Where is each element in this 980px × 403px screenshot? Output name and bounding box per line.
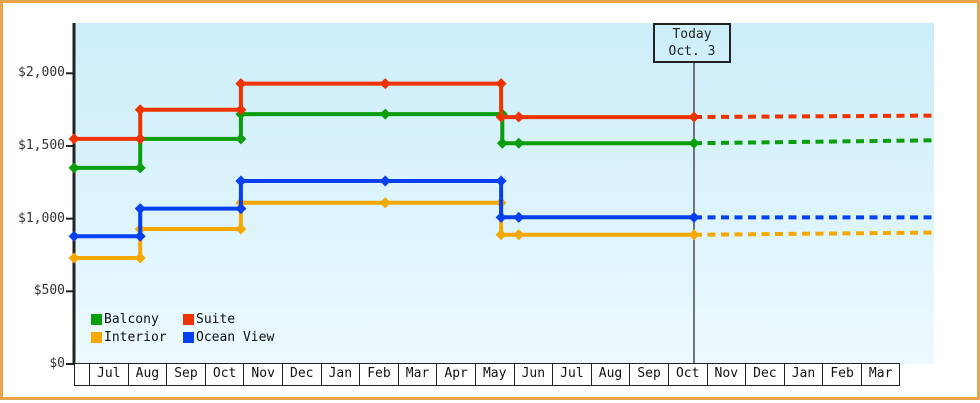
month-cell: Mar — [860, 364, 900, 385]
y-axis-label: $1,500 — [18, 137, 65, 153]
today-box-line2: Oct. 3 — [668, 44, 716, 59]
month-cell: Mar — [397, 364, 437, 385]
legend-label-interior: Interior — [104, 330, 167, 345]
legend-item-ocean-view: Ocean View — [183, 330, 274, 345]
y-axis-label: $0 — [49, 356, 65, 371]
month-cell: Feb — [822, 364, 861, 385]
month-cell: Jun — [513, 364, 553, 385]
month-cell: Oct — [667, 364, 707, 385]
month-cell: Aug — [590, 364, 630, 385]
month-cell: Aug — [127, 364, 167, 385]
month-cell: Sep — [166, 364, 205, 385]
chart-legend: Balcony Suite Interior Ocean View — [91, 312, 274, 345]
month-cell: May — [474, 364, 514, 385]
month-cell: Nov — [706, 364, 746, 385]
today-annotation-box: Today Oct. 3 — [653, 23, 731, 63]
month-cell: Sep — [629, 364, 668, 385]
month-cell: Jan — [783, 364, 823, 385]
month-cell: Feb — [359, 364, 398, 385]
legend-label-balcony: Balcony — [104, 312, 159, 327]
legend-label-ocean-view: Ocean View — [196, 330, 275, 345]
month-cell: Oct — [204, 364, 244, 385]
month-cell: Jul — [89, 364, 128, 385]
legend-item-interior: Interior — [91, 330, 179, 345]
legend-swatch-suite — [183, 314, 194, 325]
month-cell: Nov — [243, 364, 282, 385]
legend-swatch-ocean-view — [183, 332, 194, 343]
month-cell: Apr — [436, 364, 475, 385]
month-strip-spacer — [75, 364, 89, 385]
legend-label-suite: Suite — [196, 312, 236, 327]
legend-swatch-interior — [91, 332, 102, 343]
x-axis-month-strip: Jul Aug Sep Oct Nov Dec Jan Feb Mar Apr May Jun Jul A… — [74, 363, 901, 386]
month-cell: Dec — [745, 364, 784, 385]
y-axis-label: $500 — [33, 283, 65, 299]
month-cell: Jan — [320, 364, 360, 385]
legend-item-suite: Suite — [183, 312, 274, 327]
legend-item-balcony: Balcony — [91, 312, 179, 327]
month-cell: Dec — [281, 364, 321, 385]
y-axis-label: $2,000 — [18, 65, 65, 81]
month-cell: Jul — [552, 364, 591, 385]
today-box-line1: Today — [672, 27, 712, 42]
y-axis-label: $1,000 — [18, 210, 65, 226]
legend-swatch-balcony — [91, 314, 102, 325]
